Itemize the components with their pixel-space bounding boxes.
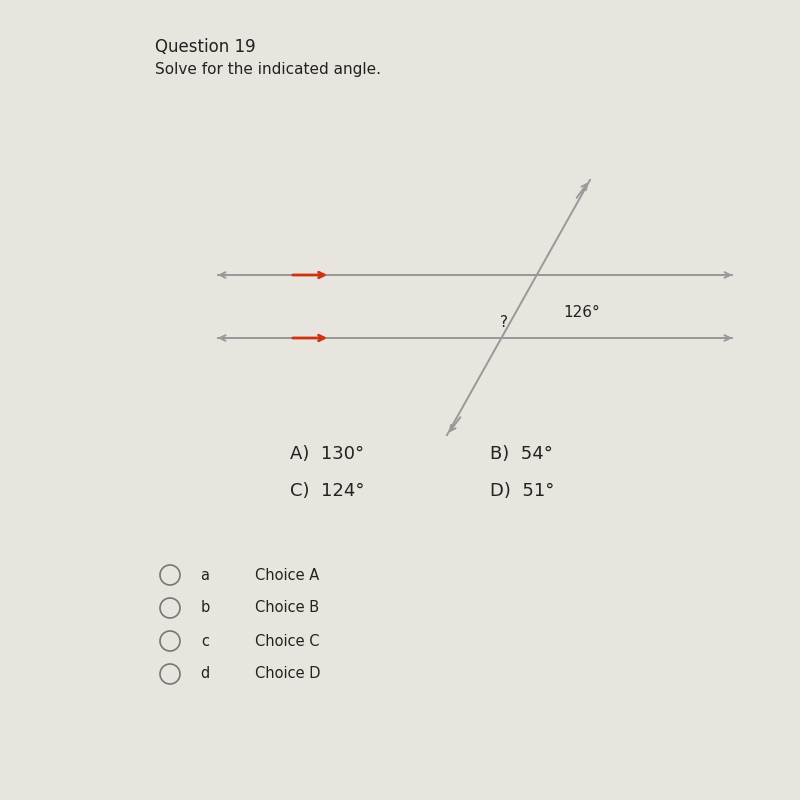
Text: Choice C: Choice C — [255, 634, 319, 649]
Text: Choice D: Choice D — [255, 666, 321, 682]
Text: C)  124°: C) 124° — [290, 482, 365, 500]
Text: Choice B: Choice B — [255, 601, 319, 615]
Text: B)  54°: B) 54° — [490, 445, 553, 463]
Text: 126°: 126° — [563, 305, 600, 320]
Text: ?: ? — [500, 315, 508, 330]
Text: Solve for the indicated angle.: Solve for the indicated angle. — [155, 62, 381, 77]
Text: D)  51°: D) 51° — [490, 482, 554, 500]
Text: Question 19: Question 19 — [155, 38, 256, 56]
Text: d: d — [200, 666, 210, 682]
Text: Choice A: Choice A — [255, 567, 319, 582]
Text: b: b — [200, 601, 210, 615]
Text: A)  130°: A) 130° — [290, 445, 364, 463]
Text: a: a — [201, 567, 210, 582]
Text: c: c — [201, 634, 209, 649]
